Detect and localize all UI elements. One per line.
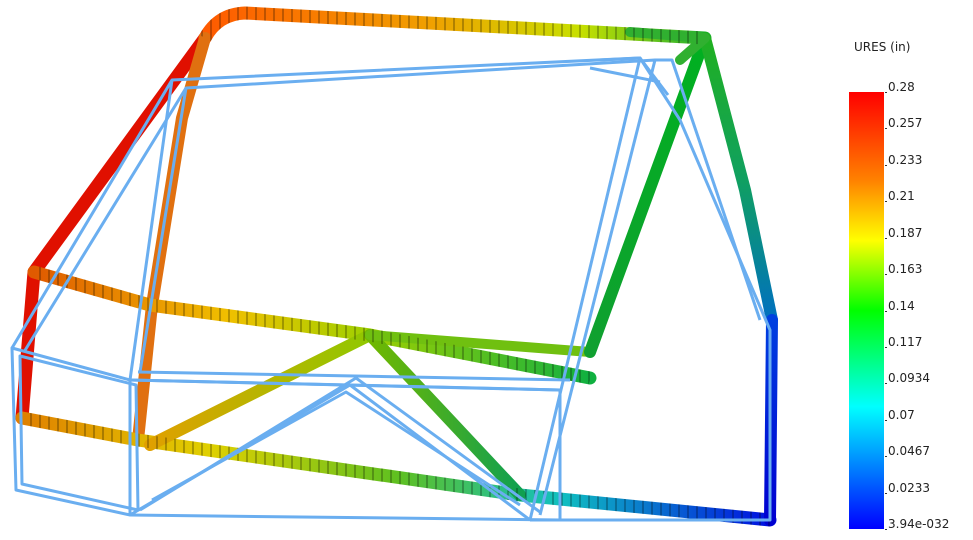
legend-tick-label: 0.21 [885, 189, 915, 204]
legend-tick-label: 0.07 [885, 407, 915, 422]
undeformed-wireframe [10, 56, 772, 522]
legend-tick-label: 0.0467 [885, 444, 930, 459]
legend-tick-label: 0.187 [884, 225, 923, 240]
simulation-viewport[interactable] [0, 0, 840, 536]
legend-tick-label: 0.117 [884, 334, 923, 349]
legend-tick-label: 0.0233 [885, 480, 930, 495]
color-scale-bar [849, 92, 884, 529]
legend-title: URES (in) [854, 40, 911, 54]
legend-tick-label: 0.0934 [885, 371, 930, 386]
deformed-frame-plot[interactable] [0, 0, 840, 536]
legend-tick-label: 0.28 [885, 80, 915, 94]
mesh-ribs [20, 6, 771, 527]
legend-tick-label: 0.233 [884, 152, 923, 167]
legend-tick-label: 0.163 [884, 262, 923, 277]
legend-tick-label: 3.94e-032 [884, 517, 950, 531]
legend-tick-label: 0.14 [885, 298, 915, 313]
legend-tick-label: 0.257 [884, 116, 923, 131]
results-legend: URES (in) 0.28 0.257 0.233 0.21 0.187 0.163 0.… [840, 0, 973, 536]
